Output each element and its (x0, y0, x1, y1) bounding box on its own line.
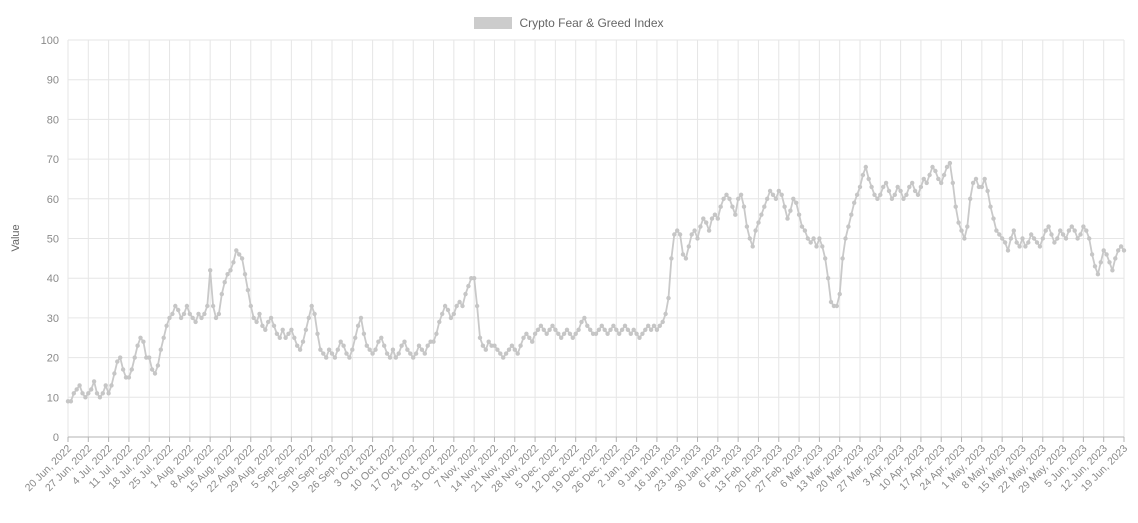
legend[interactable]: Crypto Fear & Greed Index (0, 17, 1138, 29)
svg-text:40: 40 (47, 273, 59, 285)
svg-text:50: 50 (47, 234, 59, 246)
legend-label: Crypto Fear & Greed Index (519, 16, 664, 30)
svg-text:80: 80 (47, 114, 59, 126)
legend-swatch-icon (474, 17, 513, 29)
svg-text:100: 100 (41, 35, 59, 47)
y-axis-title: Value (10, 224, 22, 252)
svg-text:0: 0 (53, 432, 59, 444)
svg-text:20: 20 (47, 353, 59, 365)
svg-text:70: 70 (47, 154, 59, 166)
svg-text:60: 60 (47, 194, 59, 206)
svg-text:90: 90 (47, 75, 59, 87)
svg-text:10: 10 (47, 392, 59, 404)
svg-text:30: 30 (47, 313, 59, 325)
